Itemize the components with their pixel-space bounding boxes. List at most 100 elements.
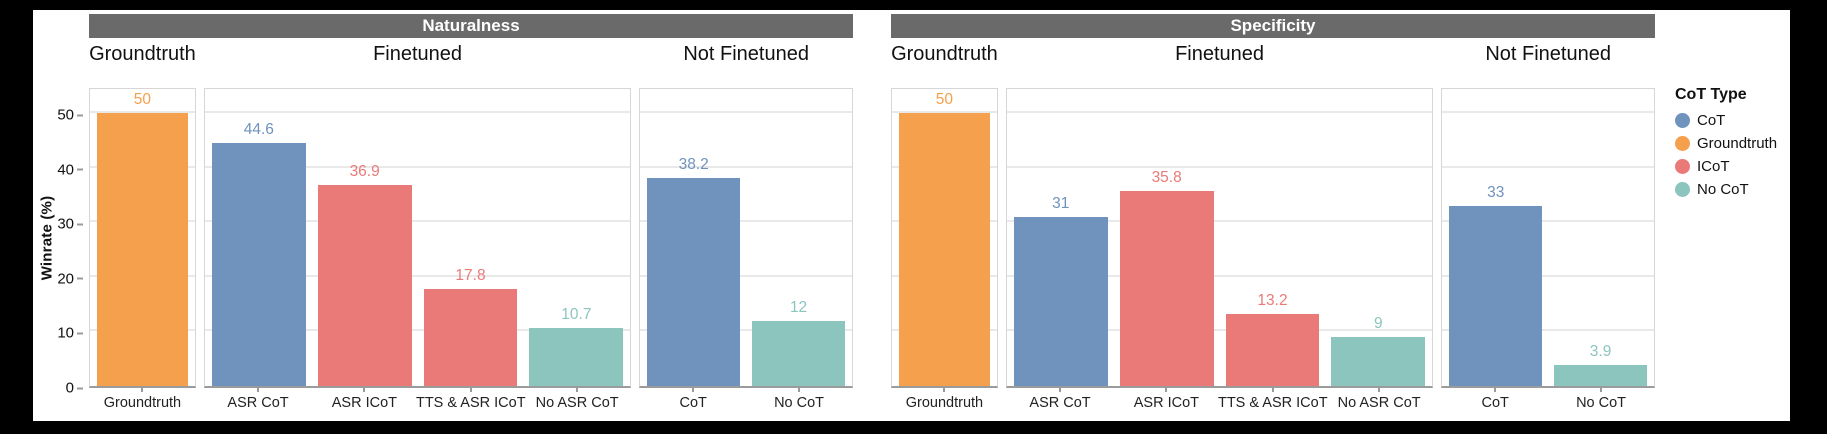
- x-axis-labels: CoT No CoT: [1441, 388, 1655, 414]
- gridline: [1006, 220, 1433, 223]
- bar-groundtruth: [899, 113, 990, 386]
- bars-row: 44.6 36.9 17.8 10.7: [205, 89, 630, 386]
- legend-item-cot: CoT: [1675, 112, 1787, 129]
- bar-value-label: 38.2: [678, 155, 709, 173]
- x-tick-mark: [257, 388, 260, 392]
- bar-value-label: 9: [1374, 314, 1383, 332]
- legend-swatch-icon: [1675, 113, 1690, 128]
- x-axis-labels: ASR CoT ASR ICoT TTS & ASR ICoT No ASR CoT: [204, 388, 631, 414]
- bar-slot: 13.2: [1225, 292, 1320, 386]
- legend-items: CoT Groundtruth ICoT No CoT: [1675, 112, 1787, 198]
- bar-asr-cot: [211, 142, 306, 386]
- gridline: [1442, 274, 1654, 277]
- gridline: [640, 329, 852, 332]
- panel-groundtruth: 50 Groundtruth: [891, 88, 998, 414]
- x-tick-mark: [1600, 388, 1603, 392]
- x-tick-label: TTS & ASR ICoT: [1217, 395, 1328, 411]
- x-tick-label: ASR ICoT: [1133, 395, 1200, 411]
- y-tick-label: 10: [57, 324, 74, 342]
- bar-slot: 50: [899, 91, 990, 386]
- bars-row: 31 35.8 13.2 9: [1007, 89, 1432, 386]
- legend-swatch-icon: [1675, 136, 1690, 151]
- y-tick-mark: [77, 223, 83, 226]
- plot-area: 44.6 36.9 17.8 10.7: [203, 88, 632, 388]
- bars-row: 50: [90, 89, 195, 386]
- x-tick-label: TTS & ASR ICoT: [415, 395, 526, 411]
- x-tick-label: No CoT: [1576, 395, 1627, 411]
- legend-item-no-cot: No CoT: [1675, 181, 1787, 198]
- y-tick-label: 0: [65, 379, 74, 397]
- gridline: [640, 220, 852, 223]
- x-tick-label: No ASR CoT: [535, 395, 619, 411]
- x-label-cell: TTS & ASR ICoT: [416, 388, 526, 414]
- bar-asr-cot: [1013, 216, 1108, 386]
- x-tick-mark: [363, 388, 366, 392]
- bars-row: 50: [892, 89, 997, 386]
- gridline: [90, 111, 195, 114]
- gridline: [1006, 111, 1433, 114]
- plot-area: 38.2 12: [639, 88, 853, 388]
- y-tick-label: 50: [57, 106, 74, 124]
- bar-asr-icot: [317, 184, 412, 386]
- bar-slot: 38.2: [647, 155, 741, 386]
- bar-value-label: 12: [789, 298, 808, 316]
- x-axis-labels: Groundtruth: [89, 388, 196, 414]
- bar-asr-icot: [1119, 190, 1214, 386]
- gridline: [204, 111, 631, 114]
- y-tick-label: 20: [57, 270, 74, 288]
- bar-slot: 17.8: [423, 266, 518, 386]
- gridline: [1442, 165, 1654, 168]
- panel-not-finetuned: 33 3.9 CoT No CoT: [1441, 88, 1655, 414]
- x-axis-labels: CoT No CoT: [639, 388, 853, 414]
- legend-item-groundtruth: Groundtruth: [1675, 135, 1787, 152]
- y-tick-label: 40: [57, 161, 74, 179]
- panel-title: Finetuned: [1175, 43, 1265, 65]
- panel-title: Groundtruth: [891, 43, 998, 65]
- chart-area: Winrate (%) 0 10 20 30 40 50 Naturalness Grou…: [33, 10, 1790, 421]
- x-tick-mark: [1059, 388, 1062, 392]
- x-label-cell: TTS & ASR ICoT: [1218, 388, 1328, 414]
- x-label-cell: Groundtruth: [96, 388, 189, 414]
- bar-slot: 50: [97, 91, 188, 386]
- x-axis-labels: ASR CoT ASR ICoT TTS & ASR ICoT No ASR CoT: [1006, 388, 1433, 414]
- x-tick-label: ASR CoT: [227, 395, 289, 411]
- gridline: [640, 165, 852, 168]
- gridline: [204, 165, 631, 168]
- bar-slot: 35.8: [1119, 169, 1214, 386]
- y-axis: 0 10 20 30 40 50: [37, 88, 83, 397]
- bar-no-cot: [1554, 364, 1647, 386]
- bar-value-label: 10.7: [561, 305, 592, 323]
- bar-slot: 12: [752, 299, 845, 386]
- bar-slot: 9: [1331, 314, 1426, 386]
- bar-value-label: 31: [1052, 194, 1070, 212]
- panel-title: Not Finetuned: [1485, 43, 1611, 65]
- legend-swatch-icon: [1675, 159, 1690, 174]
- x-label-cell: CoT: [1448, 388, 1542, 414]
- gridline: [1442, 111, 1654, 114]
- legend-item-label: No CoT: [1697, 181, 1749, 198]
- bar-slot: 3.9: [1554, 343, 1647, 386]
- panel-titles-row: Groundtruth Finetuned Not Finetuned: [89, 40, 853, 68]
- x-label-cell: Groundtruth: [898, 388, 991, 414]
- gridline: [1442, 220, 1654, 223]
- panel-finetuned: 31 35.8 13.2 9 ASR CoT ASR ICoT TTS & ASR ICoT…: [1005, 88, 1434, 414]
- x-tick-label: ASR ICoT: [331, 395, 398, 411]
- y-tick-mark: [77, 168, 83, 171]
- x-tick-label: No CoT: [774, 395, 825, 411]
- x-label-cell: CoT: [646, 388, 740, 414]
- panel-title: Finetuned: [373, 43, 463, 65]
- y-tick-mark: [77, 387, 83, 389]
- facet-header-label: Specificity: [1230, 16, 1316, 35]
- bar-slot: 31: [1013, 194, 1108, 386]
- x-label-cell: ASR CoT: [211, 388, 305, 414]
- y-tick-mark: [77, 332, 83, 335]
- gridline: [204, 220, 631, 223]
- legend-item-label: CoT: [1697, 112, 1726, 129]
- bars-row: 33 3.9: [1442, 89, 1654, 386]
- x-axis-labels: Groundtruth: [891, 388, 998, 414]
- bar-value-label: 17.8: [455, 266, 486, 284]
- x-label-cell: No ASR CoT: [530, 388, 624, 414]
- x-label-cell: ASR ICoT: [1119, 388, 1213, 414]
- y-tick: 10: [57, 325, 83, 342]
